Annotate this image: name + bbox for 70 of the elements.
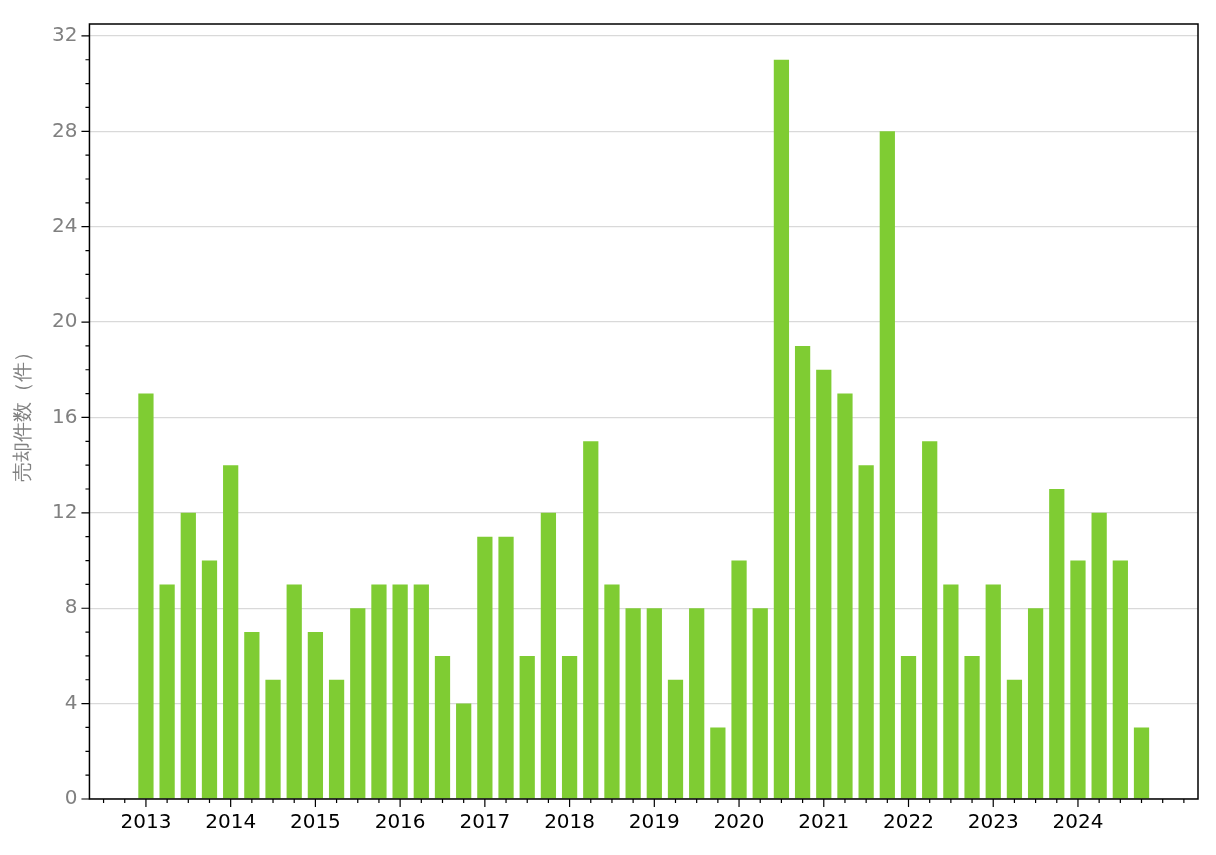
bar — [583, 441, 599, 799]
bar — [456, 703, 472, 799]
y-tick-label: 0 — [64, 785, 78, 810]
bar — [964, 655, 980, 799]
bar — [752, 608, 768, 799]
bar — [561, 655, 578, 799]
bar — [837, 393, 853, 799]
bar — [922, 441, 938, 799]
y-tick-label: 12 — [52, 499, 78, 524]
bar — [667, 679, 684, 799]
bar — [731, 560, 747, 799]
bar — [816, 369, 832, 799]
bar — [879, 131, 895, 799]
bar — [138, 393, 154, 799]
x-tick-label: 2015 — [289, 809, 341, 834]
bar — [540, 512, 557, 799]
bar — [1070, 560, 1086, 799]
x-tick-label: 2018 — [544, 809, 596, 834]
bar — [223, 465, 239, 799]
bar — [646, 608, 662, 799]
bar — [1006, 679, 1023, 799]
bar — [180, 512, 196, 799]
bar — [858, 465, 874, 799]
bar — [265, 679, 281, 799]
y-tick-label: 20 — [52, 308, 78, 333]
bar — [625, 608, 641, 799]
bar — [943, 584, 959, 799]
bar — [604, 584, 620, 799]
bar — [794, 345, 811, 799]
bar — [328, 679, 345, 799]
y-tick-label: 16 — [52, 403, 78, 428]
bar — [286, 584, 302, 799]
y-tick-label: 32 — [52, 22, 78, 47]
bar — [477, 536, 493, 799]
x-tick-label: 2020 — [713, 809, 765, 834]
bar — [900, 655, 917, 799]
bar — [159, 584, 175, 799]
x-tick-label: 2023 — [967, 809, 1019, 834]
bar — [519, 655, 535, 799]
x-tick-label: 2019 — [628, 809, 680, 834]
bar — [244, 632, 260, 799]
x-tick-label: 2016 — [374, 809, 426, 834]
bar — [1133, 727, 1150, 799]
bar — [201, 560, 218, 799]
bar — [1112, 560, 1128, 799]
bar — [413, 584, 429, 799]
bar — [1049, 489, 1065, 799]
x-tick-label: 2021 — [798, 809, 850, 834]
bar — [710, 727, 726, 799]
x-tick-label: 2017 — [459, 809, 511, 834]
bar — [350, 608, 366, 799]
bar — [392, 584, 408, 799]
bar — [1027, 608, 1044, 799]
bar — [1091, 512, 1107, 799]
bar — [434, 655, 451, 799]
bar — [498, 536, 514, 799]
x-tick-label: 2013 — [120, 809, 172, 834]
bar — [689, 608, 705, 799]
x-tick-label: 2024 — [1052, 809, 1104, 834]
x-tick-label: 2022 — [883, 809, 934, 834]
y-tick-label: 24 — [52, 212, 78, 237]
bar — [307, 632, 324, 799]
y-tick-label: 28 — [52, 117, 78, 142]
bar — [985, 584, 1001, 799]
x-tick-label: 2014 — [205, 809, 257, 834]
y-tick-label: 4 — [64, 689, 78, 714]
bar — [773, 59, 790, 799]
y-tick-label: 8 — [64, 594, 78, 619]
bar — [371, 584, 387, 799]
y-axis-title: 売却件数（件） — [10, 341, 35, 482]
